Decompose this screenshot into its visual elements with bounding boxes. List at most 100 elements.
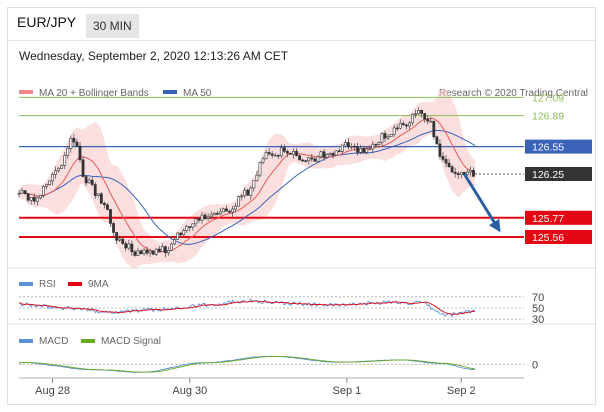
candle-up — [417, 110, 420, 115]
candle-down — [103, 203, 106, 206]
candle-down — [109, 209, 112, 224]
candle-up — [316, 156, 320, 162]
candle-down — [215, 213, 219, 215]
candle-down — [75, 141, 79, 147]
candle-up — [469, 169, 472, 173]
candle-down — [93, 184, 97, 196]
bollinger-band — [19, 88, 475, 270]
rsi-9ma-legend-label: 9MA — [88, 279, 109, 290]
candle-down — [374, 143, 378, 146]
macd-legend-swatch — [19, 339, 33, 343]
candle-down — [84, 176, 88, 184]
candle-up — [167, 250, 170, 254]
candle-up — [35, 197, 39, 202]
candles — [17, 107, 475, 258]
candle-up — [51, 174, 54, 182]
candle-down — [331, 152, 335, 156]
candle-up — [194, 218, 198, 225]
candle-up — [243, 189, 247, 197]
candle-down — [322, 151, 326, 158]
candle-down — [112, 223, 115, 233]
candle-up — [191, 223, 195, 228]
candle-down — [267, 152, 271, 155]
current-label-box — [525, 167, 592, 181]
macd-panel: MACD MACD Signal 0 — [18, 336, 538, 373]
candle-up — [343, 142, 347, 146]
candle-up — [340, 144, 344, 152]
candle-up — [414, 113, 417, 116]
candle-up — [209, 214, 213, 218]
candle-up — [371, 143, 375, 150]
candle-down — [450, 166, 454, 173]
price-panel: MA 20 + Bollinger Bands MA 50 Research © 2… — [7, 88, 596, 270]
macd-tick-label: 0 — [532, 359, 538, 371]
candle-down — [441, 156, 445, 160]
candle-down — [435, 136, 439, 145]
candle-down — [130, 243, 134, 253]
candle-up — [398, 123, 402, 129]
candle-up — [17, 192, 21, 195]
current-label: 126.25 — [532, 169, 564, 181]
candle-down — [420, 110, 424, 114]
ma50-legend-swatch — [163, 90, 177, 94]
candle-up — [459, 172, 463, 176]
candle-down — [353, 145, 356, 148]
candle-down — [337, 150, 341, 153]
rsi-legend-label: RSI — [39, 279, 56, 290]
macd-signal-line — [19, 355, 476, 373]
candle-down — [472, 169, 475, 177]
candle-up — [255, 174, 259, 181]
ma20-legend-label: MA 20 + Bollinger Bands — [39, 88, 149, 99]
candle-up — [154, 248, 158, 255]
candle-down — [72, 138, 76, 143]
candle-down — [121, 238, 125, 244]
candle-up — [57, 168, 61, 172]
candle-down — [197, 218, 201, 221]
candle-up — [325, 154, 329, 158]
candle-down — [99, 193, 103, 204]
candle-down — [115, 232, 119, 241]
candle-down — [438, 143, 442, 157]
candle-up — [231, 208, 234, 213]
candle-up — [66, 148, 70, 156]
candle-up — [408, 122, 411, 127]
time-axis-label: Sep 1 — [333, 385, 362, 397]
candle-down — [356, 146, 359, 153]
candle-up — [20, 190, 24, 194]
rsi-tick-label: 70 — [532, 292, 544, 304]
candle-up — [279, 147, 283, 157]
candle-up — [45, 184, 48, 187]
timeframe-badge[interactable]: 30 MIN — [86, 14, 139, 38]
candle-up — [240, 195, 244, 198]
candle-up — [212, 213, 216, 216]
candle-up — [237, 196, 241, 207]
candle-up — [319, 151, 323, 158]
candle-down — [301, 159, 305, 162]
candle-up — [148, 250, 152, 254]
candle-down — [78, 145, 82, 161]
candle-down — [310, 157, 314, 160]
macd-signal-legend-label: MACD Signal — [101, 336, 161, 347]
header-divider — [8, 40, 595, 41]
candle-down — [313, 158, 317, 162]
candle-up — [365, 148, 369, 153]
candle-up — [380, 133, 384, 143]
candle-up — [29, 196, 33, 201]
candle-down — [124, 243, 128, 249]
resistance-label: 126.89 — [532, 111, 564, 123]
candle-up — [334, 150, 338, 156]
pivot-label-box — [525, 139, 592, 154]
rsi-tick-label: 30 — [532, 314, 544, 326]
candle-down — [164, 246, 167, 254]
candle-up — [127, 243, 131, 249]
candle-up — [273, 154, 277, 157]
support-label: 125.77 — [532, 213, 564, 225]
candle-up — [359, 148, 363, 153]
candle-down — [453, 171, 457, 174]
ma50-line — [18, 129, 476, 245]
candle-down — [81, 159, 85, 177]
candle-down — [304, 160, 308, 162]
candle-down — [179, 232, 183, 236]
candle-down — [298, 155, 302, 161]
